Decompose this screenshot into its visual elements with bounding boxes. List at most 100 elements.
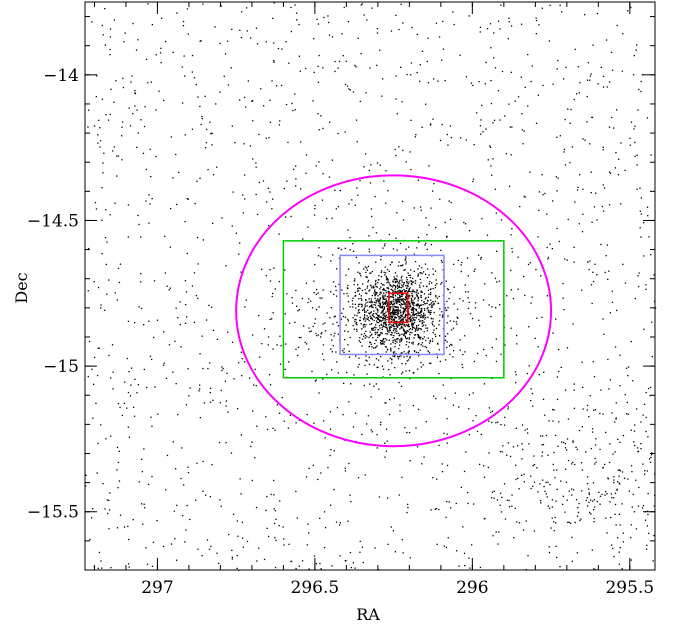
data-point bbox=[391, 317, 393, 319]
data-point bbox=[337, 333, 339, 335]
data-point bbox=[357, 284, 359, 286]
data-point bbox=[94, 356, 96, 359]
data-point bbox=[392, 280, 394, 282]
data-point bbox=[327, 466, 329, 469]
data-point bbox=[467, 297, 469, 299]
data-point bbox=[410, 300, 412, 302]
data-point bbox=[316, 18, 318, 20]
data-point bbox=[379, 49, 381, 51]
data-point bbox=[412, 289, 414, 291]
data-point bbox=[116, 155, 118, 157]
data-point bbox=[386, 318, 388, 321]
data-point bbox=[354, 204, 356, 206]
data-point bbox=[421, 463, 423, 465]
data-point bbox=[116, 299, 118, 301]
data-point bbox=[403, 330, 405, 332]
data-point bbox=[391, 312, 394, 314]
data-point bbox=[347, 301, 350, 303]
data-point bbox=[497, 543, 499, 545]
data-point bbox=[436, 297, 439, 299]
data-point bbox=[473, 360, 475, 363]
data-point bbox=[179, 324, 181, 326]
data-point bbox=[399, 296, 401, 298]
data-point bbox=[150, 176, 152, 178]
data-point bbox=[385, 324, 387, 326]
data-point bbox=[489, 146, 492, 148]
data-point bbox=[634, 444, 636, 447]
data-point bbox=[488, 407, 490, 409]
data-point bbox=[508, 21, 510, 23]
data-point bbox=[392, 325, 394, 328]
data-point bbox=[493, 490, 495, 492]
data-point bbox=[523, 481, 525, 483]
data-point bbox=[128, 566, 130, 568]
data-point bbox=[490, 47, 492, 49]
data-point bbox=[127, 236, 129, 238]
data-point bbox=[402, 320, 404, 323]
data-point bbox=[104, 44, 106, 46]
data-point bbox=[434, 287, 437, 289]
data-point bbox=[211, 132, 213, 134]
data-point bbox=[399, 286, 401, 288]
data-point bbox=[412, 312, 414, 314]
data-point bbox=[387, 329, 389, 332]
region-ellipse bbox=[235, 174, 553, 448]
data-point bbox=[381, 306, 383, 308]
data-point bbox=[386, 302, 388, 304]
data-point bbox=[330, 449, 332, 451]
data-point bbox=[494, 188, 496, 190]
data-point bbox=[231, 556, 233, 558]
data-point bbox=[403, 310, 405, 313]
data-point bbox=[136, 109, 138, 111]
data-point bbox=[359, 303, 361, 305]
data-point bbox=[412, 311, 415, 313]
data-point bbox=[149, 203, 151, 205]
data-point bbox=[504, 115, 506, 117]
data-point bbox=[98, 347, 100, 349]
data-point bbox=[393, 397, 396, 399]
data-point bbox=[613, 476, 615, 478]
data-point bbox=[311, 370, 313, 373]
data-point bbox=[242, 194, 244, 196]
data-point bbox=[401, 325, 403, 327]
data-point bbox=[388, 339, 390, 341]
data-point bbox=[380, 324, 382, 326]
data-point bbox=[602, 149, 604, 151]
data-point bbox=[374, 342, 376, 345]
data-point bbox=[361, 303, 363, 305]
data-point bbox=[255, 384, 257, 387]
data-point bbox=[420, 366, 423, 368]
data-point bbox=[243, 361, 246, 363]
data-point bbox=[319, 562, 321, 565]
data-point bbox=[646, 117, 649, 119]
data-point bbox=[277, 48, 280, 50]
data-point bbox=[143, 324, 145, 326]
data-point bbox=[538, 24, 540, 26]
data-point bbox=[396, 306, 398, 308]
data-point bbox=[468, 408, 470, 410]
plot-frame bbox=[84, 1, 656, 571]
data-point bbox=[461, 363, 463, 366]
data-point bbox=[379, 302, 381, 304]
data-point bbox=[402, 285, 404, 287]
data-point bbox=[155, 54, 157, 56]
data-point bbox=[184, 280, 187, 282]
data-point bbox=[603, 187, 606, 189]
data-point bbox=[622, 541, 624, 543]
data-point bbox=[323, 546, 326, 549]
data-point bbox=[634, 424, 636, 426]
data-point bbox=[365, 153, 367, 155]
data-point bbox=[387, 290, 389, 293]
data-point bbox=[530, 487, 532, 490]
data-point bbox=[348, 401, 350, 403]
data-point bbox=[400, 320, 402, 322]
data-point bbox=[376, 309, 378, 311]
data-point bbox=[490, 165, 492, 167]
data-point bbox=[402, 298, 404, 300]
data-point bbox=[638, 486, 640, 489]
data-point bbox=[439, 314, 441, 316]
data-point bbox=[543, 486, 545, 488]
data-point bbox=[331, 339, 333, 341]
data-point bbox=[375, 302, 377, 304]
data-point bbox=[395, 287, 397, 289]
